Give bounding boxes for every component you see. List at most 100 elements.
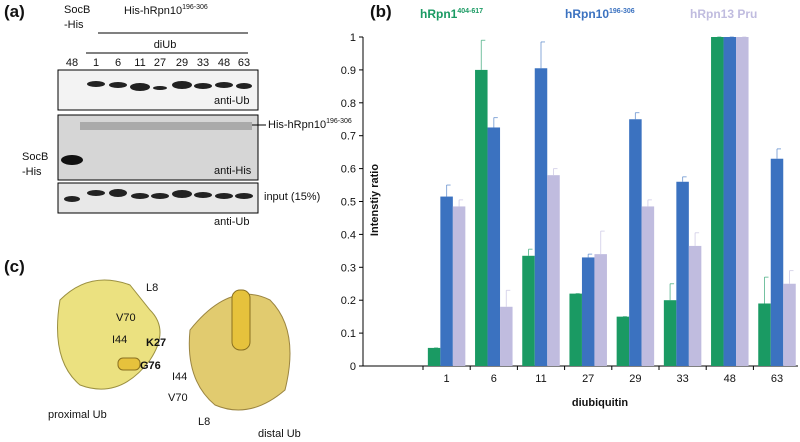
header: -His (64, 19, 84, 31)
bar (736, 37, 749, 366)
panel-a: (a) SocB -His His-hRpn10196-306 diUb 48 1… (4, 2, 352, 228)
lane-labels: 48 1 6 11 27 29 33 48 63 (66, 57, 250, 69)
residue-label: G76 (140, 360, 161, 372)
bar (770, 158, 784, 366)
panel-c: (c) L8 V70 I44 K27 G76 I44 V70 L8 proximal Ub dis… (4, 257, 301, 440)
blot-label: anti-Ub (214, 95, 249, 107)
x-tick-label: 6 (491, 373, 497, 385)
bar (594, 254, 607, 366)
lane-label: 48 (66, 57, 78, 69)
lane-label: 48 (218, 57, 230, 69)
legend-name: hRpn13 Pru (690, 7, 757, 21)
header: SocB (64, 4, 90, 16)
bar (723, 37, 737, 366)
bar (629, 119, 642, 366)
bar (440, 196, 453, 366)
y-tick-label: 0.2 (341, 295, 356, 307)
bar (487, 127, 501, 366)
blot-label: anti-Ub (214, 216, 249, 228)
domain-label: proximal Ub (48, 409, 107, 421)
residue-label: V70 (116, 312, 136, 324)
blot (57, 69, 259, 111)
residue-label: I44 (172, 371, 187, 383)
panel-label: (b) (370, 2, 392, 21)
legend-entry: hRpn1404-617 (420, 7, 483, 21)
y-axis-label: Intenstiy ratio (369, 164, 381, 236)
helix (117, 357, 141, 371)
bar (616, 316, 630, 366)
chart: (b) Intenstiy ratio diubiquitin 0 0.1 0.2 0… (341, 2, 798, 409)
bar (783, 283, 796, 366)
legend-name: hRpn10 (565, 7, 609, 21)
residue-label: L8 (198, 416, 210, 428)
y-tick-label: 0 (350, 361, 356, 373)
x-tick-label: 29 (629, 373, 641, 385)
bar (581, 257, 595, 366)
x-tick-label: 27 (582, 373, 594, 385)
band (80, 122, 252, 130)
lane-label: 27 (154, 57, 166, 69)
lane-label: 11 (134, 57, 145, 69)
bar (475, 69, 488, 367)
bar (427, 347, 441, 366)
blot-label: anti-His (214, 165, 252, 177)
y-tick-label: 0.4 (341, 229, 356, 241)
y-tick-label: 0.3 (341, 262, 356, 274)
panel-c-labels: L8 V70 I44 K27 G76 I44 V70 L8 proximal Ub distal … (48, 282, 301, 440)
bands (64, 189, 253, 202)
legend-name: hRpn1 (420, 7, 458, 21)
panel-label: (c) (4, 257, 25, 276)
y-tick-label: 0.6 (341, 164, 356, 176)
lane-label: 33 (197, 57, 209, 69)
legend-entry: hRpn13 Pru (690, 7, 757, 21)
bar (641, 206, 655, 366)
y-tick-label: 0.1 (341, 328, 356, 340)
x-axis-label: diubiquitin (572, 397, 628, 409)
y-tick-label: 0.8 (341, 98, 356, 110)
bar (522, 255, 535, 366)
bar (569, 293, 582, 366)
blot-label: input (15%) (264, 191, 320, 203)
bar (534, 68, 548, 366)
domain-label: distal Ub (258, 428, 301, 440)
x-tick-label: 48 (724, 373, 736, 385)
bands (87, 81, 252, 91)
header: His-hRpn10196-306 (124, 4, 208, 17)
x-tick-label: 1 (444, 373, 450, 385)
bar (758, 303, 771, 366)
blot-label: -His (22, 166, 42, 178)
bar (688, 245, 702, 366)
bar (676, 181, 689, 366)
blot-label: His-hRpn10196-306 (268, 118, 352, 131)
x-tick-label: 33 (676, 373, 688, 385)
y-tick-label: 0.7 (341, 131, 356, 143)
residue-label: K27 (146, 337, 166, 349)
bar (663, 300, 677, 366)
helix (231, 289, 251, 351)
lane-label: 1 (93, 57, 99, 69)
legend-sup: 196-306 (609, 8, 635, 15)
lane-label: 29 (176, 57, 188, 69)
y-tick-label: 1 (350, 32, 356, 44)
bar (547, 175, 560, 366)
blot-label: SocB (22, 151, 48, 163)
residue-label: V70 (168, 392, 188, 404)
residue-label: L8 (146, 282, 158, 294)
bar (452, 206, 466, 366)
bar (500, 306, 513, 366)
structure (57, 279, 161, 390)
x-tick-label: 11 (535, 373, 546, 385)
residue-label: I44 (112, 334, 127, 346)
x-tick-label: 63 (771, 373, 783, 385)
legend-entry: hRpn10196-306 (565, 7, 635, 21)
lane-label: 6 (115, 57, 121, 69)
band (61, 155, 83, 165)
lane-label: 63 (238, 57, 250, 69)
legend-sup: 404-617 (457, 8, 483, 15)
panel-label: (a) (4, 2, 25, 21)
y-tick-label: 0.5 (341, 197, 356, 209)
y-tick-label: 0.9 (341, 65, 356, 77)
bar (711, 37, 724, 366)
header: diUb (154, 39, 177, 51)
